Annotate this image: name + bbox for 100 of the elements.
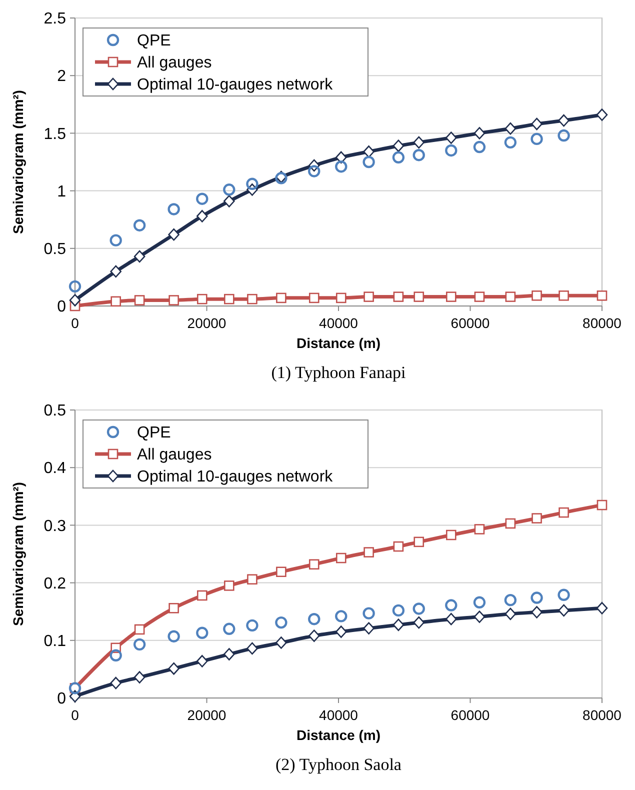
point bbox=[558, 604, 570, 617]
point bbox=[196, 590, 208, 601]
point bbox=[308, 165, 320, 178]
y-tick-label: 0.2 bbox=[44, 575, 66, 592]
point bbox=[532, 513, 542, 524]
point bbox=[275, 616, 288, 629]
point bbox=[223, 622, 236, 635]
legend-label: All gauges bbox=[137, 54, 212, 72]
point bbox=[134, 671, 146, 684]
x-tick-label: 80000 bbox=[582, 315, 622, 331]
point bbox=[446, 292, 456, 302]
point bbox=[308, 630, 320, 642]
point bbox=[196, 192, 208, 205]
point bbox=[474, 610, 486, 623]
x-axis-title: Distance (m) bbox=[296, 335, 381, 351]
x-tick-label: 60000 bbox=[450, 707, 490, 723]
point bbox=[596, 290, 608, 301]
point bbox=[392, 140, 404, 152]
point bbox=[68, 280, 82, 293]
point bbox=[392, 618, 404, 631]
point bbox=[531, 606, 542, 618]
point bbox=[223, 184, 236, 196]
point bbox=[362, 156, 375, 168]
point bbox=[246, 619, 258, 632]
x-tick-label: 20000 bbox=[187, 315, 226, 331]
x-tick-label: 40000 bbox=[319, 707, 358, 723]
y-tick-label: 0.4 bbox=[44, 460, 66, 478]
point bbox=[308, 559, 320, 570]
point bbox=[505, 518, 516, 529]
point bbox=[196, 626, 208, 640]
point bbox=[414, 536, 424, 548]
text: (2) Typhoon Saola bbox=[276, 755, 402, 774]
point bbox=[134, 624, 145, 635]
legend-label: QPE bbox=[137, 32, 171, 50]
point bbox=[445, 599, 458, 612]
point bbox=[223, 195, 235, 208]
legend-label: QPE bbox=[137, 424, 171, 442]
x-axis-title: Distance (m) bbox=[296, 727, 381, 743]
point bbox=[474, 292, 485, 302]
point bbox=[413, 136, 425, 149]
point bbox=[335, 160, 348, 173]
point bbox=[558, 290, 569, 301]
point bbox=[445, 612, 457, 626]
point bbox=[335, 151, 347, 164]
y-tick-label: 1.5 bbox=[44, 126, 66, 143]
point bbox=[504, 608, 516, 620]
point bbox=[134, 250, 146, 263]
point bbox=[168, 662, 180, 675]
point bbox=[413, 616, 425, 629]
point bbox=[168, 602, 179, 614]
point bbox=[110, 676, 122, 690]
y-tick-label: 0.5 bbox=[44, 402, 66, 420]
point bbox=[364, 547, 374, 558]
point bbox=[530, 132, 543, 146]
x-tick-label: 0 bbox=[71, 315, 80, 331]
text: (1) Typhoon Fanapi bbox=[271, 363, 406, 382]
point bbox=[110, 296, 121, 307]
point bbox=[392, 151, 405, 164]
x-tick-label: 80000 bbox=[582, 707, 622, 723]
point bbox=[445, 132, 457, 144]
point bbox=[247, 294, 258, 304]
point bbox=[505, 292, 516, 302]
point bbox=[412, 148, 425, 162]
point bbox=[364, 292, 374, 302]
y-tick-label: 2 bbox=[57, 68, 66, 86]
point bbox=[473, 140, 486, 154]
point bbox=[596, 500, 608, 510]
point bbox=[224, 294, 234, 304]
point bbox=[414, 292, 424, 302]
point bbox=[446, 530, 456, 540]
x-tick-label: 20000 bbox=[187, 707, 226, 723]
y-axis-title: Semivariogram (mm²) bbox=[10, 482, 26, 626]
point bbox=[276, 292, 286, 304]
point bbox=[532, 290, 542, 301]
point bbox=[110, 234, 122, 246]
point bbox=[336, 552, 346, 564]
point bbox=[531, 118, 542, 130]
point bbox=[596, 602, 608, 614]
point bbox=[558, 114, 570, 127]
point bbox=[133, 638, 146, 651]
point bbox=[168, 295, 179, 306]
point bbox=[504, 594, 517, 606]
point bbox=[168, 203, 180, 216]
point bbox=[196, 294, 208, 304]
point bbox=[133, 219, 146, 232]
point bbox=[335, 610, 348, 622]
point bbox=[596, 108, 608, 121]
y-tick-label: 0 bbox=[57, 690, 66, 708]
legend-label: Optimal 10-gauges network bbox=[137, 76, 334, 94]
point bbox=[393, 541, 404, 552]
x-tick-label: 60000 bbox=[450, 315, 490, 331]
point bbox=[363, 622, 374, 634]
y-tick-label: 0.3 bbox=[44, 518, 66, 535]
point bbox=[196, 654, 208, 668]
y-axis-title: Semivariogram (mm²) bbox=[10, 90, 26, 234]
legend-label: All gauges bbox=[137, 446, 212, 464]
point bbox=[196, 210, 208, 222]
point bbox=[247, 574, 258, 584]
point bbox=[504, 136, 517, 149]
point bbox=[474, 524, 485, 534]
